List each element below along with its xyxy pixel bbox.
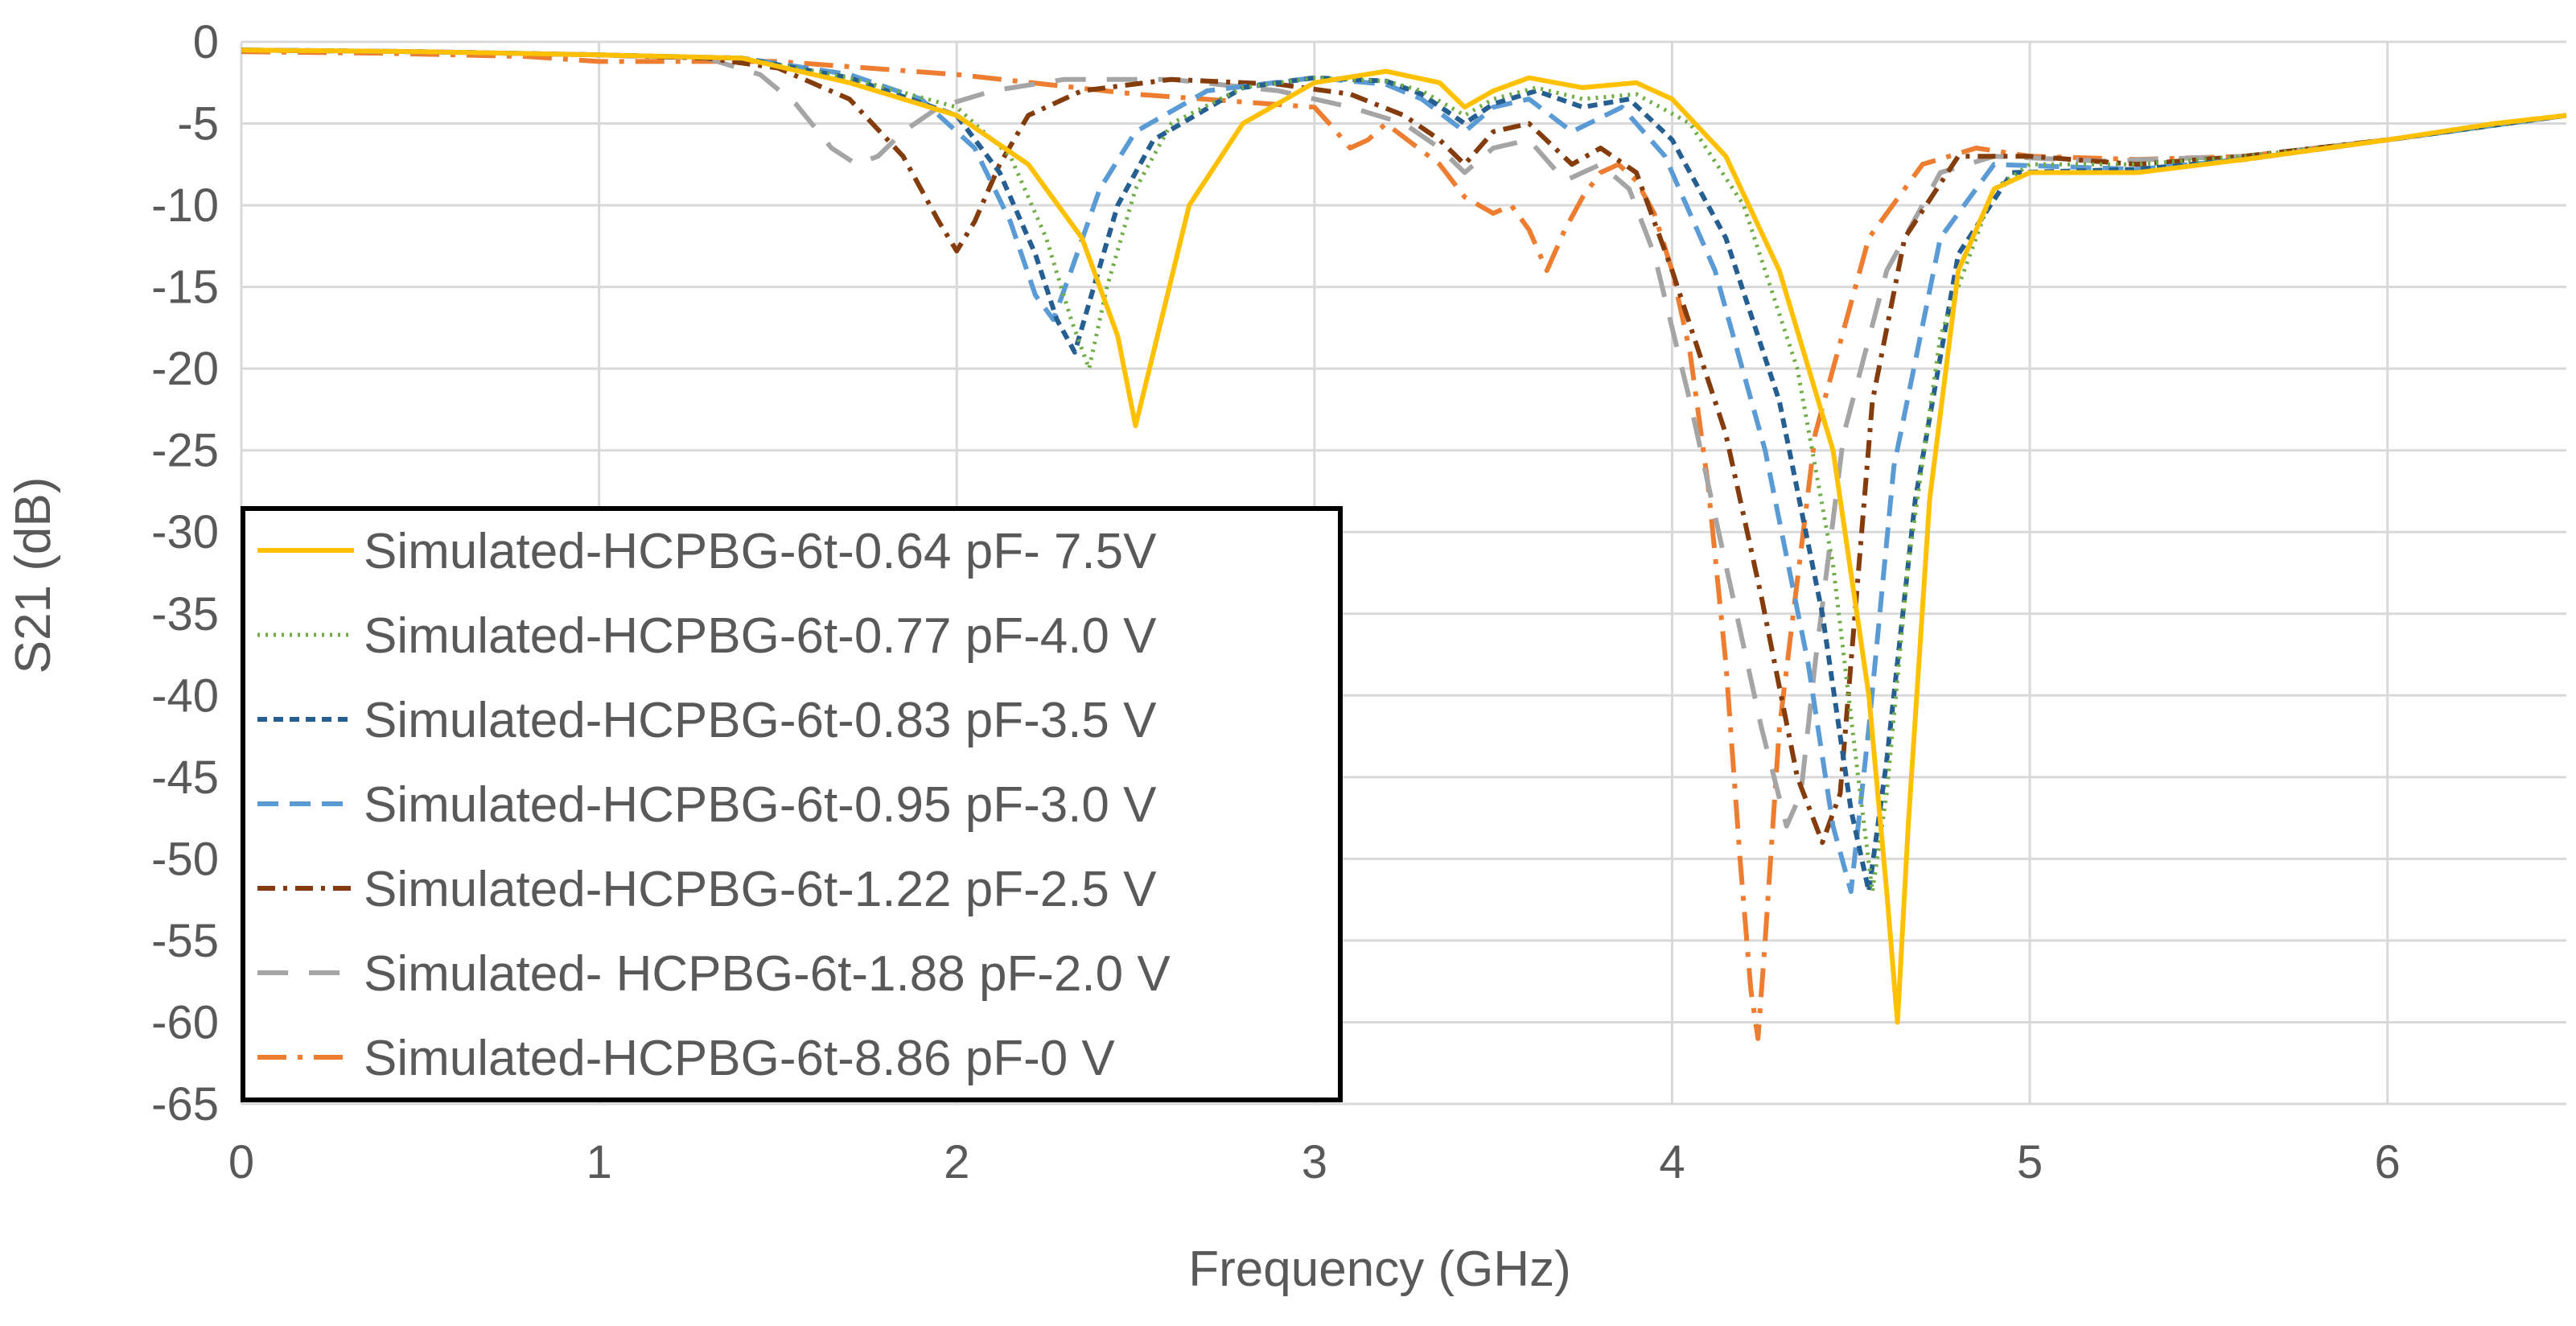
y-tick-label: -60: [151, 996, 219, 1048]
y-tick-label: -45: [151, 752, 219, 804]
y-tick-label: -65: [151, 1078, 219, 1130]
legend-label: Simulated-HCPBG-6t-0.77 pF-4.0 V: [364, 608, 1157, 664]
legend-label: Simulated-HCPBG-6t-0.64 pF- 7.5V: [364, 524, 1157, 579]
y-tick-label: -35: [151, 588, 219, 640]
y-tick-label: -55: [151, 915, 219, 967]
legend-label: Simulated-HCPBG-6t-0.83 pF-3.5 V: [364, 693, 1157, 748]
legend: Simulated-HCPBG-6t-0.64 pF- 7.5V Simulate…: [241, 506, 1343, 1102]
x-tick-labels: 0 1 2 3 4 5 6: [228, 1136, 2401, 1188]
series-line-5: [241, 47, 2567, 846]
x-tick-label: 5: [2017, 1136, 2043, 1188]
series-line-7: [241, 49, 2567, 1041]
legend-label: Simulated-HCPBG-6t-1.22 pF-2.5 V: [364, 862, 1157, 917]
y-tick-label: 0: [193, 16, 219, 68]
y-tick-label: -5: [177, 98, 219, 150]
legend-box: [241, 506, 1343, 1102]
y-tick-label: -50: [151, 833, 219, 885]
x-axis-title: Frequency (GHz): [1188, 1242, 1570, 1297]
x-tick-label: 3: [1302, 1136, 1327, 1188]
x-tick-label: 0: [228, 1136, 254, 1188]
x-tick-label: 6: [2375, 1136, 2401, 1188]
y-tick-label: -10: [151, 179, 219, 232]
series-line-1: [241, 47, 2567, 1025]
y-tick-label: -15: [151, 261, 219, 314]
y-tick-labels: 0 -5 -10 -15 -20 -25 -30 -35 -40 -45 -50 -55 -60 -65: [151, 16, 219, 1130]
series-line-4: [241, 47, 2567, 894]
legend-label: Simulated-HCPBG-6t-0.95 pF-3.0 V: [364, 777, 1157, 833]
legend-label: Simulated-HCPBG-6t-8.86 pF-0 V: [364, 1031, 1115, 1086]
data-series: [241, 47, 2567, 1041]
y-tick-label: -30: [151, 506, 219, 558]
y-tick-label: -40: [151, 669, 219, 722]
y-tick-label: -20: [151, 343, 219, 395]
x-tick-label: 1: [586, 1136, 611, 1188]
series-line-6: [241, 47, 2567, 829]
x-tick-label: 4: [1659, 1136, 1685, 1188]
legend-label: Simulated- HCPBG-6t-1.88 pF-2.0 V: [364, 946, 1171, 1002]
y-tick-label: -25: [151, 425, 219, 477]
y-axis-title: S21 (dB): [6, 477, 61, 674]
x-tick-label: 2: [944, 1136, 969, 1188]
